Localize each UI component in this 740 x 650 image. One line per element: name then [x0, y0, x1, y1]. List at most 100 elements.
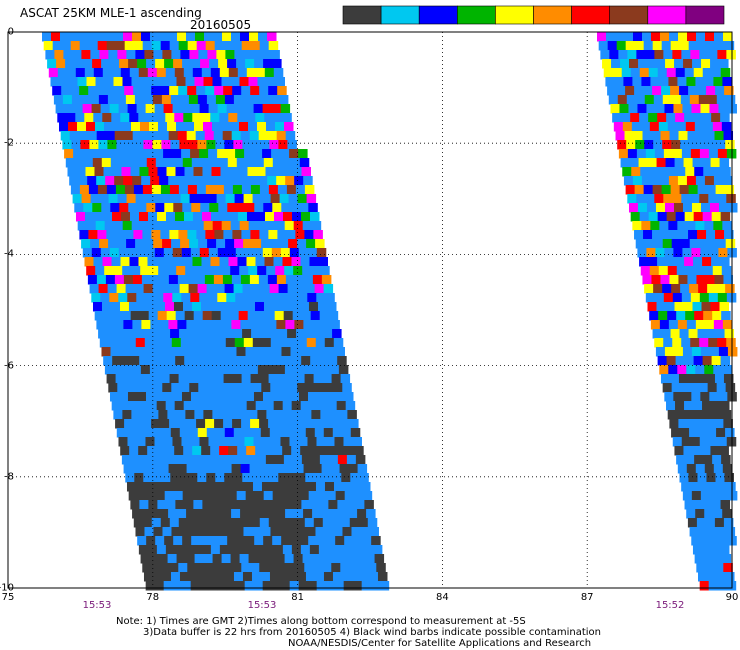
swath-cell: [324, 482, 335, 492]
swath-cell: [245, 491, 256, 501]
swath-cell: [312, 275, 323, 285]
swath-cell: [270, 194, 281, 204]
swath-cell: [273, 401, 284, 411]
swath-cell: [247, 167, 257, 177]
swath-cell: [246, 545, 257, 555]
swath-cell: [221, 266, 231, 276]
swath-cell: [134, 140, 144, 150]
swath-cell: [125, 428, 136, 438]
swath-cell: [286, 185, 297, 195]
swath-cell: [132, 176, 142, 186]
swath-cell: [151, 419, 161, 429]
swath-cell: [348, 464, 359, 474]
swath-cell: [164, 158, 175, 168]
swath-cell: [206, 95, 217, 105]
swath-cell: [247, 356, 257, 366]
swath-cell: [632, 77, 642, 87]
note-line-2: 3)Data buffer is 22 hrs from 20160505 4)…: [143, 627, 601, 638]
swath-cell: [216, 527, 226, 537]
swath-cell: [188, 473, 198, 483]
swath-cell: [164, 203, 174, 213]
swath-cell: [47, 59, 57, 69]
swath-cell: [260, 572, 271, 582]
swath-cell: [194, 554, 205, 564]
pass-time-label: 15:53: [247, 600, 277, 611]
swath-cell: [144, 527, 154, 537]
swath-cell: [707, 140, 717, 150]
swath-cell: [239, 266, 249, 276]
swath-cell: [258, 464, 269, 474]
swath-cell: [90, 239, 100, 249]
swath-cell: [162, 338, 173, 348]
swath-cell: [98, 140, 108, 150]
swath-cell: [661, 86, 671, 96]
swath-cell: [654, 149, 665, 159]
swath-cell: [130, 311, 141, 321]
swath-cell: [678, 32, 688, 42]
swath-cell: [267, 464, 278, 474]
swath-cell: [196, 419, 206, 429]
swath-cell: [108, 50, 118, 60]
swath-cell: [252, 50, 262, 60]
swath-cell: [277, 419, 287, 429]
swath-cell: [185, 266, 195, 276]
swath-cell: [295, 230, 305, 240]
swath-cell: [287, 140, 297, 150]
swath-cell: [145, 104, 156, 114]
swath-cell: [309, 212, 320, 222]
lat-tick-label: -10: [0, 582, 14, 594]
swath-cell: [666, 401, 676, 411]
swath-cell: [176, 221, 187, 231]
swath-cell: [237, 446, 247, 456]
swath-cell: [377, 572, 388, 582]
swath-cell: [597, 32, 607, 42]
swath-cell: [632, 176, 643, 186]
swath-cell: [683, 302, 694, 312]
swath-cell: [198, 527, 208, 537]
swath-cell: [255, 401, 266, 411]
swath-cell: [158, 221, 169, 231]
swath-cell: [210, 113, 220, 123]
swath-cell: [349, 419, 359, 429]
swath-cell: [292, 167, 302, 177]
swath-cell: [667, 266, 678, 276]
swath-cell: [265, 311, 276, 321]
swath-cell: [258, 275, 269, 285]
swath-cell: [129, 446, 139, 456]
swath-cell: [173, 158, 184, 168]
swath-cell: [266, 410, 276, 420]
swath-cell: [233, 284, 244, 294]
swath-cell: [89, 140, 99, 150]
swath-cell: [153, 482, 164, 492]
swath-cell: [144, 194, 155, 204]
swath-cell: [687, 131, 698, 141]
swath-cell: [695, 320, 706, 330]
swath-cell: [623, 77, 633, 87]
swath-cell: [153, 239, 163, 249]
swath-cell: [204, 320, 214, 330]
swath-cell: [204, 32, 214, 42]
swath-cell: [695, 365, 705, 375]
swath-cell: [688, 473, 698, 483]
swath-cell: [717, 149, 728, 159]
swath-cell: [710, 302, 721, 312]
swath-cell: [362, 536, 372, 546]
swath-cell: [179, 95, 190, 105]
swath-cell: [131, 365, 142, 375]
colorbar-swatches: [342, 5, 725, 25]
swath-cell: [249, 131, 260, 141]
swath-cell: [705, 563, 715, 573]
swath-cell: [170, 428, 181, 438]
swath-cell: [130, 122, 141, 132]
swath-cell: [154, 149, 164, 159]
swath-cell: [723, 374, 734, 384]
swath-cell: [199, 149, 209, 159]
swath-cell: [267, 32, 277, 42]
swath-cell: [337, 500, 347, 510]
swath-cell: [252, 239, 262, 249]
swath-cell: [129, 212, 140, 222]
swath-cell: [726, 581, 737, 591]
swath-cell: [276, 464, 287, 474]
swath-cell: [245, 203, 255, 213]
swath-cell: [101, 59, 111, 69]
